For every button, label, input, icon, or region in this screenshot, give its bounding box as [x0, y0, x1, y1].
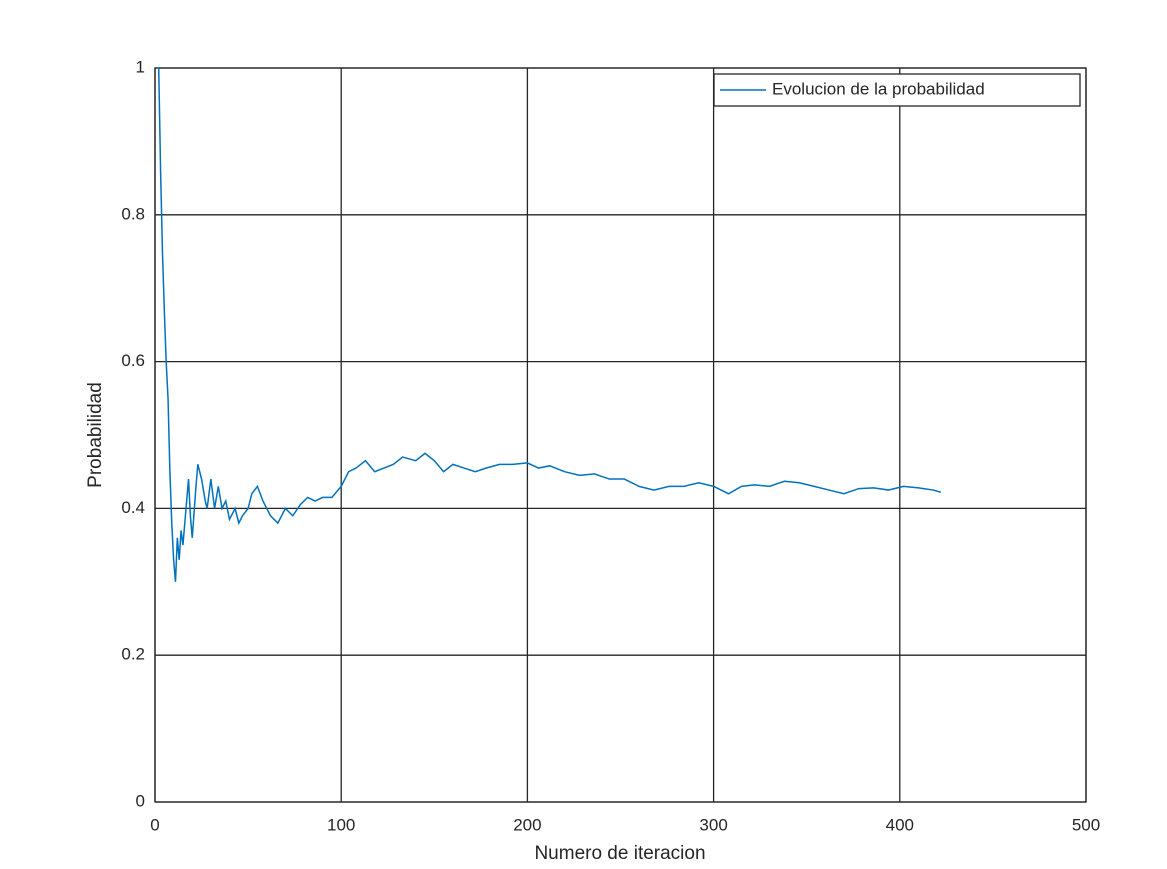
x-tick-label: 100 — [327, 815, 355, 834]
y-tick-label: 0.8 — [121, 204, 145, 223]
data-line — [156, 67, 941, 582]
y-axis-label: Probabilidad — [85, 382, 106, 488]
legend-box — [713, 73, 1081, 107]
y-tick-label: 0.6 — [121, 351, 145, 370]
y-tick-label: 0 — [136, 791, 145, 810]
y-tick-label: 1 — [136, 57, 145, 76]
x-tick-label: 400 — [886, 815, 914, 834]
x-tick-label: 0 — [150, 815, 159, 834]
x-axis-label: Numero de iteracion — [534, 843, 705, 864]
plot-frame — [154, 67, 1087, 803]
y-tick-label: 0.2 — [121, 645, 145, 664]
x-tick-label: 500 — [1072, 815, 1100, 834]
x-tick-label: 300 — [699, 815, 727, 834]
legend-label: Evolucion de la probabilidad — [772, 79, 985, 98]
y-tick-label: 0.4 — [121, 498, 145, 517]
x-tick-label: 200 — [513, 815, 541, 834]
